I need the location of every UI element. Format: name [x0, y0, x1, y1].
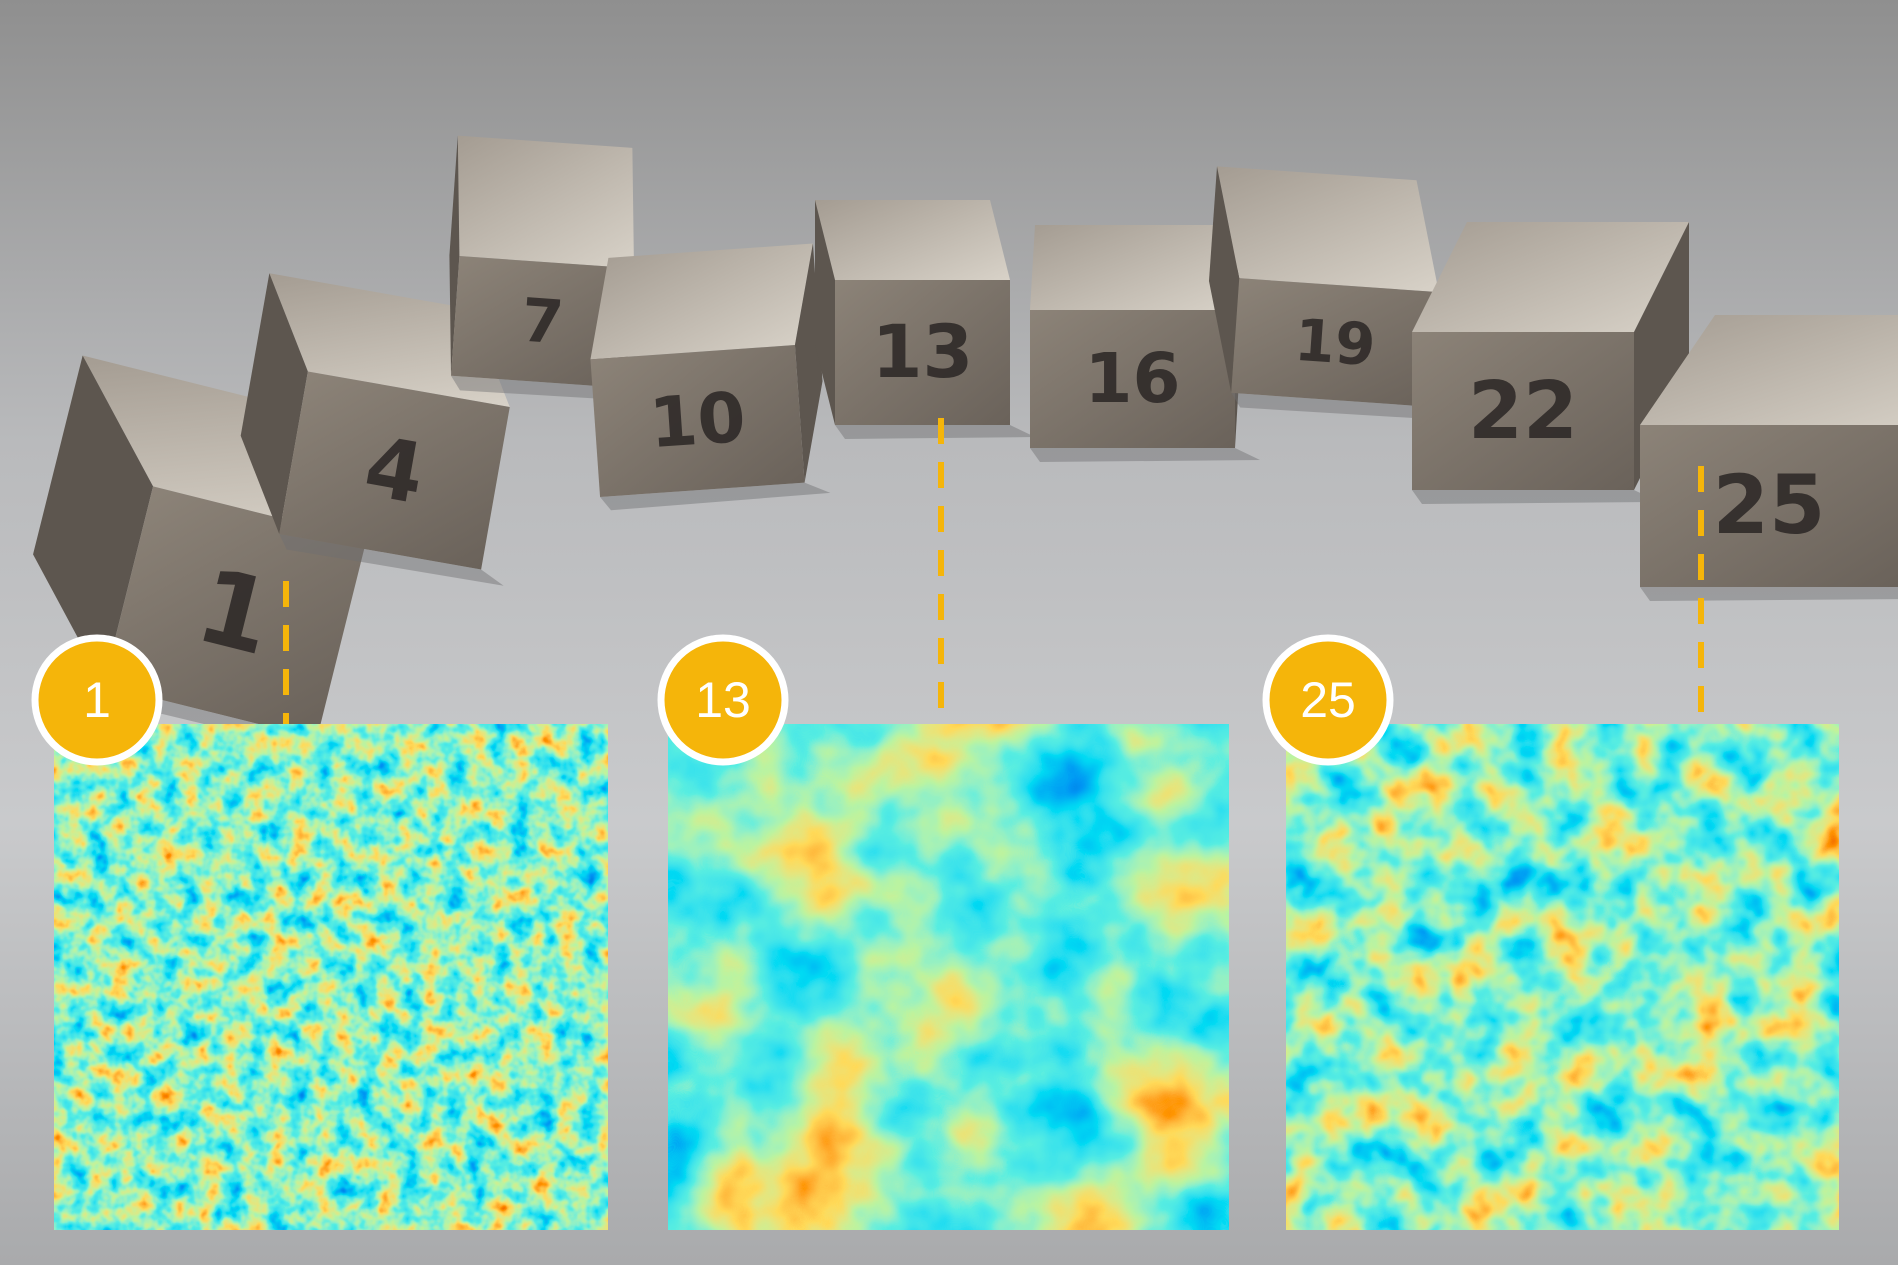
- cube-top: [815, 200, 1010, 280]
- heatmap: [668, 724, 1229, 1230]
- cube-front: [590, 345, 805, 497]
- badge: 13: [657, 634, 789, 766]
- cube-top: [590, 243, 813, 360]
- cube: 4: [240, 273, 510, 586]
- cube: 25: [1640, 315, 1898, 601]
- cube-shadow: [1640, 587, 1898, 601]
- cube-shadow: [835, 425, 1035, 439]
- heatmap: [1286, 724, 1839, 1230]
- cube-front: [279, 371, 510, 570]
- cube-top: [1412, 222, 1689, 332]
- cube-front: [1030, 310, 1235, 448]
- cube-label: 25: [1713, 459, 1826, 553]
- cube-side: [1208, 166, 1240, 393]
- cube: 7: [449, 135, 650, 402]
- cube-shadow: [1030, 448, 1260, 462]
- cube: 1: [33, 355, 367, 757]
- cube-top: [1217, 166, 1439, 293]
- cube-front: [1412, 332, 1634, 490]
- cube: 22: [1412, 222, 1689, 504]
- cube-front: [103, 486, 367, 739]
- cube-side: [815, 200, 835, 425]
- cube-label: 10: [647, 378, 748, 465]
- cube-side: [240, 273, 308, 534]
- cube: 13: [815, 200, 1035, 439]
- heatmap: [54, 724, 608, 1230]
- cube-top: [457, 135, 634, 269]
- cube-side: [33, 355, 154, 686]
- cube-top: [1030, 225, 1240, 310]
- cube-front: [1231, 278, 1439, 407]
- badge-label: 25: [1300, 672, 1356, 728]
- cube-shadow: [600, 482, 831, 511]
- badge: 1: [31, 634, 163, 766]
- cubes: 1 47 10 13 16 19 22 25: [33, 135, 1898, 757]
- cube-label: 16: [1084, 339, 1180, 419]
- badge: 25: [1262, 634, 1394, 766]
- cube-side: [449, 135, 460, 376]
- badge-label: 13: [695, 672, 751, 728]
- badge-circle: [31, 634, 163, 766]
- cube-front: [1640, 425, 1898, 587]
- cube-top: [269, 273, 510, 408]
- cube: 10: [590, 243, 831, 511]
- badge-label: 1: [83, 672, 111, 728]
- cube-shadow: [1231, 392, 1455, 421]
- cube-shadow: [279, 533, 504, 586]
- cube-label: 7: [519, 286, 566, 359]
- badge-circle: [657, 634, 789, 766]
- cube-label: 19: [1292, 306, 1377, 379]
- cube: 19: [1208, 166, 1455, 421]
- cube-top: [1640, 315, 1898, 425]
- cube-shadow: [1412, 490, 1659, 504]
- cube-front: [835, 280, 1010, 425]
- badge-circle: [1262, 634, 1394, 766]
- cube-front: [451, 256, 634, 388]
- cube-label: 13: [872, 310, 974, 395]
- cube-label: 22: [1468, 365, 1578, 457]
